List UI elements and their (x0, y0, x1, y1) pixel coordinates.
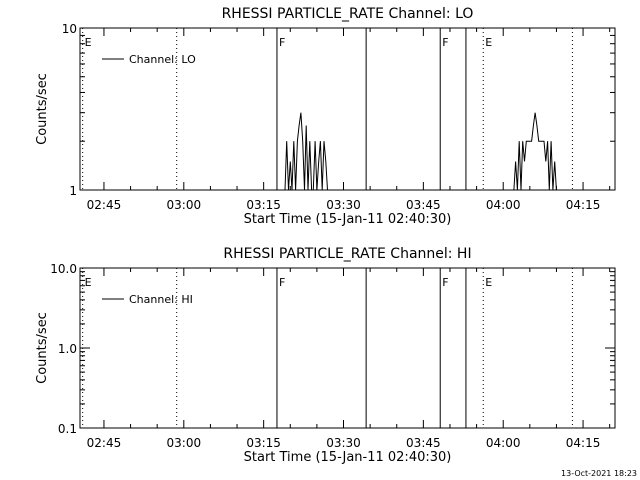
x-tick-label: 03:45 (406, 198, 441, 212)
legend-label: Channel: HI (129, 293, 193, 306)
x-tick-label: 03:00 (167, 436, 202, 450)
event-marker-label: F (279, 36, 285, 49)
x-tick-label: 03:15 (246, 436, 281, 450)
y-tick-label: 10.0 (50, 262, 77, 276)
x-tick-label: 04:15 (566, 198, 601, 212)
x-tick-label: 02:45 (87, 436, 122, 450)
event-marker-label: F (442, 36, 448, 49)
y-axis-label: Counts/sec (35, 312, 50, 384)
series-line-lo-segment (284, 112, 328, 191)
event-marker-label: F (442, 276, 448, 289)
event-marker-label: E (85, 276, 92, 289)
x-tick-label: 03:00 (167, 198, 202, 212)
x-tick-label: 03:30 (326, 436, 361, 450)
chart-title: RHESSI PARTICLE_RATE Channel: HI (223, 246, 471, 262)
y-tick-label: 1 (69, 184, 77, 198)
event-marker-label: E (485, 36, 492, 49)
series-line-lo-segment (513, 112, 557, 191)
x-axis-label: Start Time (15-Jan-11 02:40:30) (244, 450, 452, 465)
x-tick-label: 04:00 (486, 436, 521, 450)
x-tick-label: 04:00 (486, 198, 521, 212)
event-marker-label: E (85, 36, 92, 49)
x-tick-label: 02:45 (87, 198, 122, 212)
x-axis-label: Start Time (15-Jan-11 02:40:30) (244, 212, 452, 227)
y-tick-label: 10 (62, 22, 77, 36)
x-tick-label: 03:15 (246, 198, 281, 212)
x-tick-label: 03:30 (326, 198, 361, 212)
chart-title: RHESSI PARTICLE_RATE Channel: LO (222, 6, 474, 22)
legend-label: Channel: LO (129, 53, 196, 66)
y-tick-label: 0.1 (58, 422, 77, 436)
y-tick-label: 1.0 (58, 342, 77, 356)
event-marker-label: E (485, 276, 492, 289)
y-axis-label: Counts/sec (35, 73, 50, 145)
x-tick-label: 04:15 (566, 436, 601, 450)
x-tick-label: 03:45 (406, 436, 441, 450)
footer-timestamp: 13-Oct-2021 18:23 (561, 469, 637, 478)
chart-panel-lo: RHESSI PARTICLE_RATE Channel: LO 1 10 02:45… (35, 6, 616, 227)
chart-panel-hi: RHESSI PARTICLE_RATE Channel: HI 0.1 1.0 10… (35, 246, 616, 465)
plot-frame (79, 27, 616, 191)
event-marker-label: F (279, 276, 285, 289)
